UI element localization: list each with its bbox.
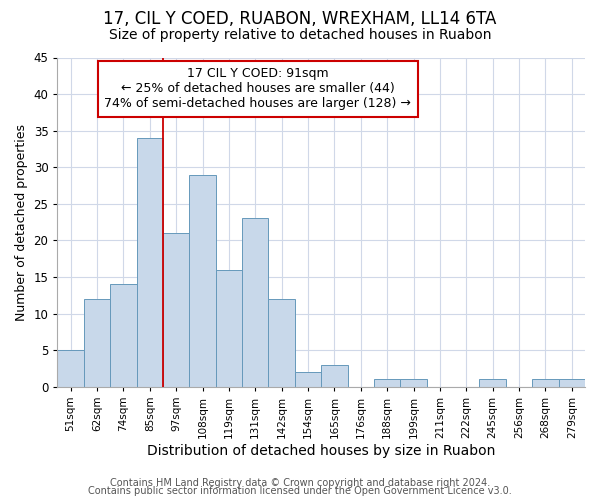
Text: 17 CIL Y COED: 91sqm
← 25% of detached houses are smaller (44)
74% of semi-detac: 17 CIL Y COED: 91sqm ← 25% of detached h… xyxy=(104,68,412,110)
Text: Contains public sector information licensed under the Open Government Licence v3: Contains public sector information licen… xyxy=(88,486,512,496)
Text: Size of property relative to detached houses in Ruabon: Size of property relative to detached ho… xyxy=(109,28,491,42)
Bar xyxy=(58,350,84,387)
Bar xyxy=(84,299,110,387)
Bar xyxy=(216,270,242,387)
Text: 17, CIL Y COED, RUABON, WREXHAM, LL14 6TA: 17, CIL Y COED, RUABON, WREXHAM, LL14 6T… xyxy=(103,10,497,28)
Text: Contains HM Land Registry data © Crown copyright and database right 2024.: Contains HM Land Registry data © Crown c… xyxy=(110,478,490,488)
Bar xyxy=(559,380,585,387)
Bar xyxy=(242,218,268,387)
Bar xyxy=(110,284,137,387)
Bar xyxy=(163,233,190,387)
Bar xyxy=(137,138,163,387)
Bar xyxy=(479,380,506,387)
Bar xyxy=(321,365,347,387)
Bar xyxy=(190,174,216,387)
Bar xyxy=(532,380,559,387)
X-axis label: Distribution of detached houses by size in Ruabon: Distribution of detached houses by size … xyxy=(147,444,496,458)
Y-axis label: Number of detached properties: Number of detached properties xyxy=(15,124,28,320)
Bar xyxy=(295,372,321,387)
Bar xyxy=(268,299,295,387)
Bar xyxy=(374,380,400,387)
Bar xyxy=(400,380,427,387)
